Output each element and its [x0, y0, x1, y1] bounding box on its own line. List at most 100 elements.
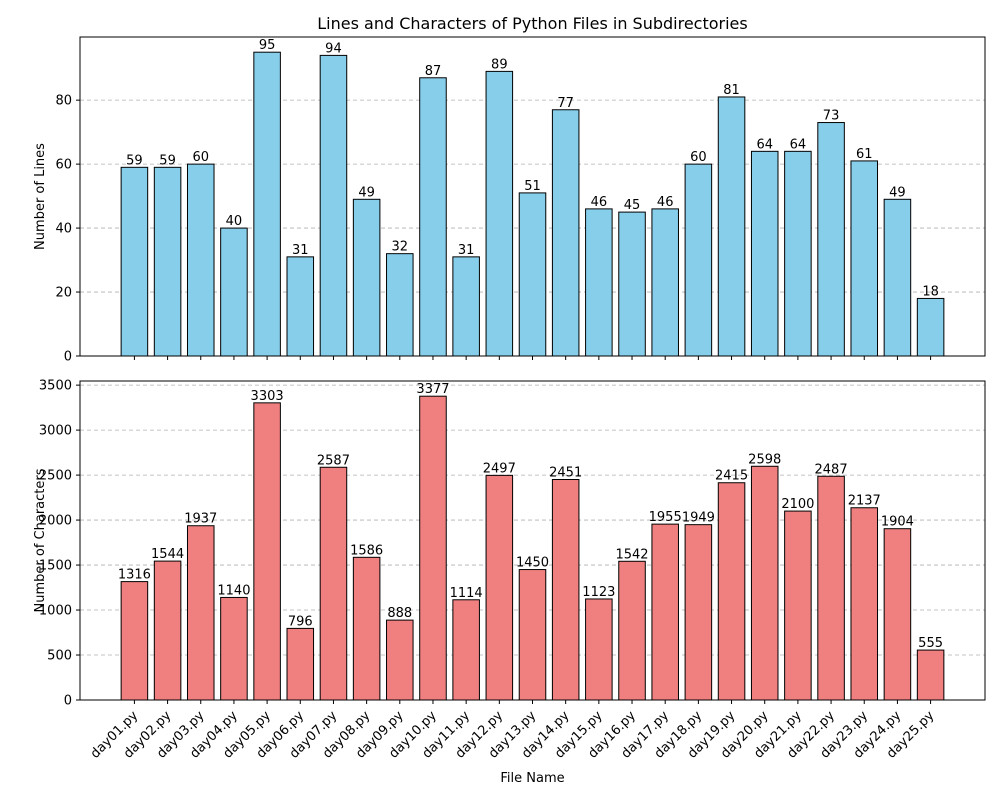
- y-tick-label: 40: [55, 222, 72, 237]
- data-label: 1586: [350, 543, 383, 558]
- y-tick-label: 1000: [39, 604, 72, 619]
- data-label: 49: [358, 185, 375, 200]
- bar: [518, 569, 547, 701]
- y-tick-label: 0: [64, 350, 72, 365]
- y-tick-label: 60: [55, 158, 72, 173]
- data-label: 1316: [118, 568, 151, 583]
- y-tick-label: 2500: [39, 469, 72, 484]
- bar: [784, 150, 812, 357]
- data-label: 32: [392, 240, 409, 255]
- data-label: 555: [918, 636, 943, 651]
- characters-subplot: 05001000150020002500300035001316day01.py…: [33, 379, 986, 762]
- bar: [750, 150, 779, 357]
- data-label: 1955: [649, 510, 682, 525]
- data-label: 3303: [251, 389, 284, 404]
- data-label: 1450: [516, 556, 549, 571]
- bar: [883, 528, 912, 701]
- data-label: 31: [292, 243, 309, 258]
- bar: [286, 256, 315, 357]
- bar: [551, 478, 580, 701]
- bar: [186, 525, 215, 701]
- axes-frame: [79, 380, 986, 701]
- bar: [551, 109, 580, 357]
- bar: [386, 619, 414, 701]
- bar: [352, 556, 381, 701]
- bar: [684, 163, 713, 357]
- data-label: 1123: [582, 585, 615, 600]
- data-label: 45: [624, 198, 641, 213]
- bar: [651, 523, 679, 701]
- data-label: 60: [192, 150, 209, 165]
- x-axis-label: File Name: [500, 771, 564, 786]
- bar: [618, 211, 646, 357]
- bar: [319, 466, 348, 701]
- data-label: 64: [756, 137, 773, 152]
- data-label: 2487: [815, 462, 848, 477]
- y-axis-label: Number of Characters: [33, 468, 48, 612]
- data-label: 81: [723, 83, 740, 98]
- data-label: 3377: [416, 382, 449, 397]
- data-label: 2598: [748, 452, 781, 467]
- bar: [717, 96, 746, 357]
- data-label: 95: [259, 38, 276, 53]
- bar: [883, 198, 912, 357]
- y-tick-label: 3000: [39, 424, 72, 439]
- bar: [253, 51, 281, 357]
- data-label: 888: [387, 606, 412, 621]
- data-label: 73: [823, 109, 840, 124]
- data-label: 46: [657, 195, 674, 210]
- bar: [319, 54, 348, 357]
- data-label: 1937: [184, 512, 217, 527]
- bar: [518, 192, 547, 357]
- bar: [220, 596, 248, 701]
- data-label: 2497: [483, 461, 516, 476]
- bar: [850, 160, 879, 357]
- y-tick-label: 2000: [39, 514, 72, 529]
- data-label: 2100: [781, 497, 814, 512]
- bar: [850, 507, 879, 701]
- data-label: 59: [126, 153, 143, 168]
- data-label: 94: [325, 41, 342, 56]
- data-label: 2137: [848, 494, 881, 509]
- bar: [717, 482, 746, 701]
- bar: [817, 475, 845, 701]
- lines-subplot: 0 20 40 60 80 59 59 60 40 95 31 94 49 32 87 31 89 51 77 46 4…: [33, 36, 986, 365]
- data-label: 89: [491, 57, 508, 72]
- bar: [817, 122, 845, 357]
- bar: [784, 510, 812, 701]
- data-label: 87: [425, 64, 442, 79]
- y-tick-label: 80: [55, 94, 72, 109]
- data-label: 49: [889, 185, 906, 200]
- y-tick-label: 20: [55, 286, 72, 301]
- data-label: 61: [856, 147, 873, 162]
- bar: [286, 627, 315, 701]
- data-label: 1542: [615, 547, 648, 562]
- axes-frame: [79, 36, 986, 357]
- bar: [120, 166, 149, 357]
- y-tick-label: 3500: [39, 379, 72, 394]
- bar: [153, 560, 182, 701]
- data-label: 18: [922, 284, 939, 299]
- data-label: 1904: [881, 515, 914, 530]
- data-label: 2587: [317, 453, 350, 468]
- y-tick-label: 0: [64, 694, 72, 709]
- data-label: 77: [557, 96, 574, 111]
- data-label: 46: [591, 195, 608, 210]
- y-tick-label: 1500: [39, 559, 72, 574]
- bar: [186, 163, 215, 357]
- bar: [120, 581, 149, 701]
- bar: [485, 70, 514, 357]
- data-label: 1114: [450, 586, 483, 601]
- data-label: 796: [288, 614, 313, 629]
- data-label: 1140: [217, 583, 250, 598]
- bar: [220, 227, 248, 357]
- bar: [452, 599, 480, 701]
- bar: [916, 297, 945, 357]
- bar: [352, 198, 381, 357]
- bar: [386, 253, 414, 357]
- bar: [452, 256, 480, 357]
- y-axis-label: Number of Lines: [33, 143, 48, 250]
- data-label: 1544: [151, 547, 184, 562]
- y-tick-label: 500: [47, 649, 72, 664]
